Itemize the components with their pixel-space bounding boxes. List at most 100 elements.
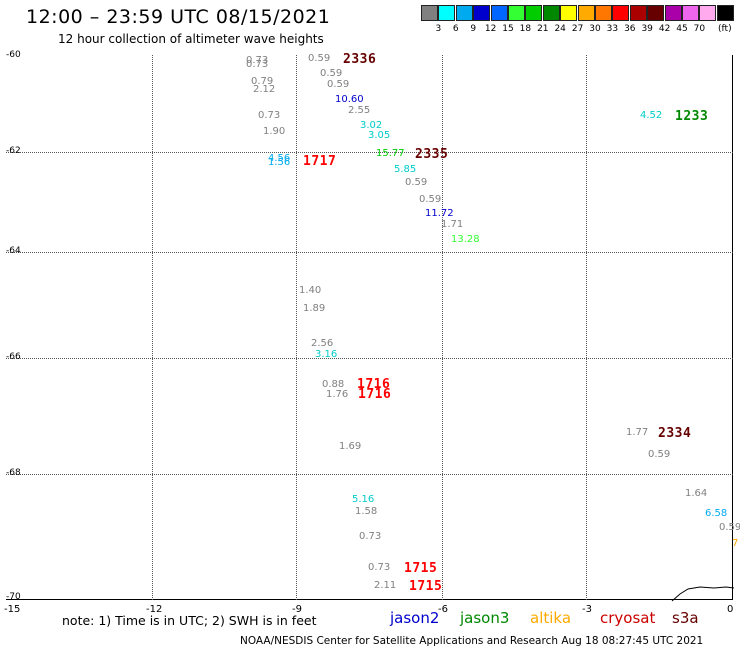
grid-line-horizontal xyxy=(6,252,733,253)
wave-height-value: 1.89 xyxy=(303,303,326,314)
legend-label: 18 xyxy=(519,24,532,34)
wave-height-value: 0.59 xyxy=(719,522,740,533)
wave-height-value: 15.77 xyxy=(376,148,405,159)
wave-height-value: 0.79 xyxy=(251,76,274,87)
legend-label: 9 xyxy=(470,24,477,34)
legend-swatch xyxy=(716,5,734,21)
wave-height-value: 0.59 xyxy=(327,79,350,90)
latitude-label: -68 xyxy=(6,468,21,478)
map-area xyxy=(6,55,733,600)
pass-time-label: 1715 xyxy=(409,579,443,594)
grid-line-vertical xyxy=(152,55,153,600)
longitude-label: -3 xyxy=(582,604,592,615)
grid-line-vertical xyxy=(586,55,587,600)
legend-label: 15 xyxy=(502,24,514,34)
wave-height-value: 1.77 xyxy=(626,427,649,438)
satellite-s3a: s3a xyxy=(672,609,699,627)
legend-swatch xyxy=(473,5,491,21)
legend-swatch xyxy=(664,5,682,21)
legend-label: 6 xyxy=(452,24,459,34)
legend-swatch xyxy=(438,5,456,21)
coastline-icon xyxy=(671,586,735,602)
wave-height-value: 0.88 xyxy=(322,379,345,390)
wave-height-value: 5.16 xyxy=(352,494,375,505)
wave-height-value: 11.72 xyxy=(425,208,454,219)
legend-swatch xyxy=(612,5,630,21)
wave-height-value: 0.73 xyxy=(246,55,269,66)
wave-height-value: 1.90 xyxy=(263,126,286,137)
chart-title: 12:00 – 23:59 UTC 08/15/2021 xyxy=(26,6,331,28)
wave-height-value: 6.58 xyxy=(705,508,728,519)
wave-height-value: 0.59 xyxy=(308,53,331,64)
wave-height-value: 0.73 xyxy=(368,562,391,573)
latitude-label: -70 xyxy=(6,592,21,602)
wave-height-value: 0.59 xyxy=(419,194,442,205)
wave-height-value: 2.12 xyxy=(253,84,276,95)
legend-label: 33 xyxy=(606,24,619,34)
pass-time-label: 2336 xyxy=(343,52,377,67)
legend-swatch xyxy=(577,5,595,21)
grid-line-horizontal xyxy=(6,358,733,359)
longitude-label: 0 xyxy=(727,604,734,615)
satellite-jason2: jason2 xyxy=(390,609,440,627)
legend-label: 27 xyxy=(571,24,584,34)
legend-swatch xyxy=(595,5,612,21)
legend-swatch xyxy=(508,5,525,21)
legend-label: 21 xyxy=(537,24,549,34)
legend-swatch xyxy=(560,5,578,21)
pass-time-label: 2334 xyxy=(658,426,692,441)
wave-height-value: 10.60 xyxy=(335,94,364,105)
wave-height-value: 5.85 xyxy=(394,164,417,175)
wave-height-value: 7 xyxy=(732,538,739,549)
pass-time-label: 1716 xyxy=(358,387,392,402)
wave-height-value: 4.56 xyxy=(268,153,291,164)
satellite-cryosat: cryosat xyxy=(600,609,656,627)
grid-line-vertical xyxy=(442,55,443,600)
pass-time-label: 2335 xyxy=(415,147,449,162)
wave-height-value: 2.11 xyxy=(374,580,397,591)
longitude-label: -9 xyxy=(292,604,302,615)
footer-note: note: 1) Time is in UTC; 2) SWH is in fe… xyxy=(62,613,317,628)
satellite-altika: altika xyxy=(530,609,572,627)
satellite-jason3: jason3 xyxy=(460,609,510,627)
legend-swatch xyxy=(629,5,647,21)
legend-swatch xyxy=(421,5,438,21)
legend-swatch xyxy=(525,5,543,21)
legend-swatch xyxy=(647,5,665,21)
legend-label: 36 xyxy=(624,24,636,34)
wave-height-value: 1.69 xyxy=(339,441,362,452)
pass-time-label: 1233 xyxy=(675,109,709,124)
wave-height-value: 1.76 xyxy=(326,389,349,400)
latitude-label: -64 xyxy=(6,246,21,256)
legend-swatch xyxy=(682,5,699,21)
wave-height-value: 1.64 xyxy=(685,488,708,499)
legend-label: 3 xyxy=(435,24,442,34)
longitude-label: -15 xyxy=(4,604,21,615)
pass-time-label: 1716 xyxy=(357,377,391,392)
legend-label: 42 xyxy=(658,24,671,34)
wave-height-value: 4.52 xyxy=(640,110,663,121)
wave-height-value: 0.73 xyxy=(359,531,382,542)
latitude-label: -62 xyxy=(6,146,21,156)
wave-height-value: 3.16 xyxy=(315,349,338,360)
wave-height-value: 2.56 xyxy=(311,338,334,349)
wave-height-value: 0.73 xyxy=(258,110,281,121)
wave-height-value: 1.40 xyxy=(299,285,322,296)
wave-height-value: 1.71 xyxy=(441,219,464,230)
longitude-label: -12 xyxy=(146,604,163,615)
wave-height-value: 1.56 xyxy=(268,157,291,168)
wave-height-value: 0.59 xyxy=(405,177,428,188)
pass-time-label: 1715 xyxy=(404,561,438,576)
wave-height-value: 13.28 xyxy=(451,234,480,245)
legend-label: 24 xyxy=(554,24,566,34)
pass-time-label: 1717 xyxy=(303,154,337,169)
legend-label: 39 xyxy=(641,24,653,34)
wave-height-value: 0.73 xyxy=(246,59,269,70)
legend-swatch xyxy=(455,5,473,21)
grid-line-horizontal xyxy=(6,152,733,153)
credit-line: NOAA/NESDIS Center for Satellite Applica… xyxy=(240,635,704,647)
legend-label: 12 xyxy=(484,24,497,34)
legend-label: 30 xyxy=(589,24,601,34)
wave-height-value: 3.05 xyxy=(368,130,391,141)
chart-subtitle: 12 hour collection of altimeter wave hei… xyxy=(58,32,324,46)
